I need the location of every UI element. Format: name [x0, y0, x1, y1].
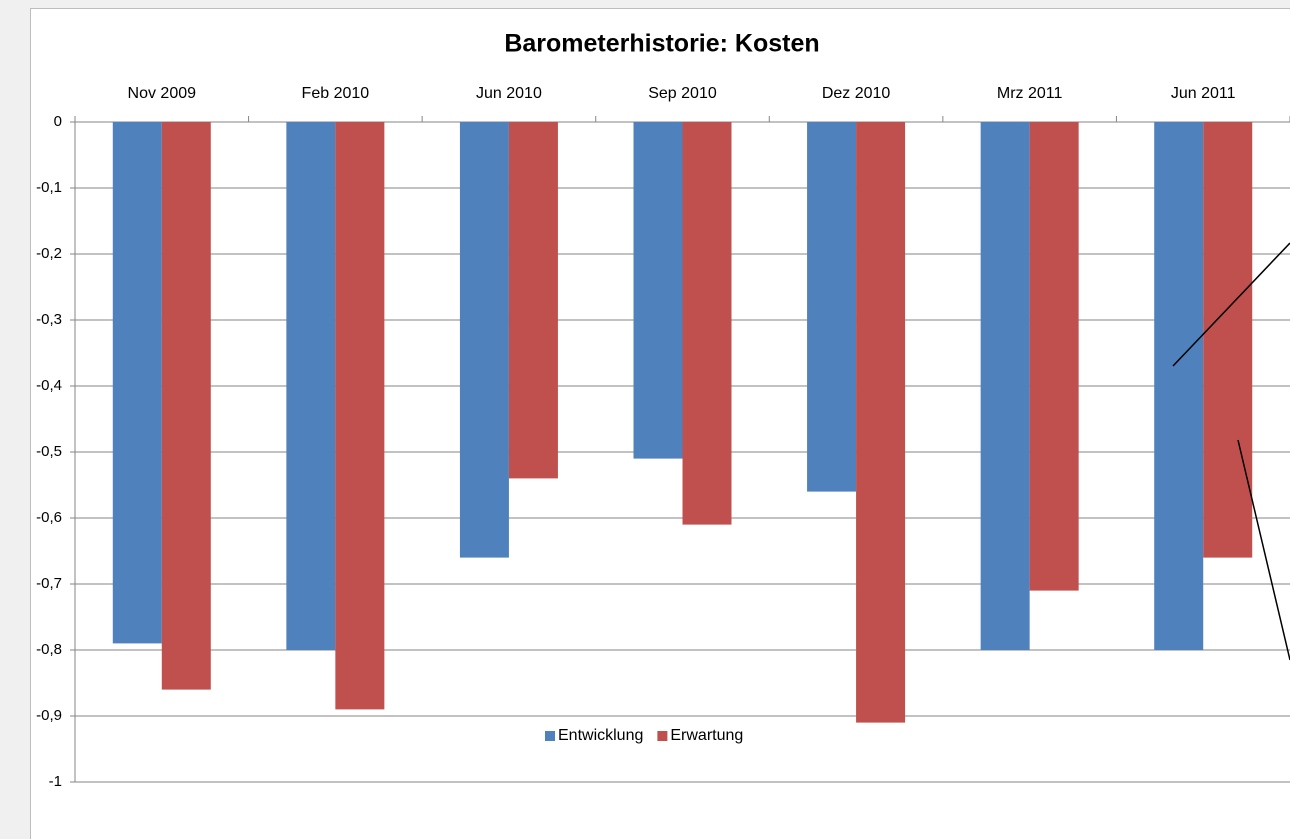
legend-swatch — [545, 731, 555, 741]
bar — [1154, 122, 1204, 650]
bar — [335, 122, 385, 710]
y-tick-label: -0,8 — [36, 641, 62, 658]
bar — [161, 122, 211, 690]
y-tick-label: 0 — [54, 113, 62, 130]
legend-label: Entwicklung — [558, 727, 643, 744]
y-tick-label: -0,2 — [36, 245, 62, 262]
y-tick-label: -0,5 — [36, 443, 62, 460]
bar — [980, 122, 1030, 650]
x-tick-label: Jun 2011 — [1171, 85, 1236, 102]
x-tick-label: Dez 2010 — [822, 85, 891, 102]
bar — [459, 122, 509, 558]
y-tick-label: -0,6 — [36, 509, 62, 526]
chart-title: Barometerhistorie: Kosten — [504, 30, 819, 58]
bar — [633, 122, 683, 459]
bar — [682, 122, 732, 525]
x-tick-label: Feb 2010 — [302, 85, 370, 102]
plot-area: 0 -0,1 -0,2 -0,3 -0,4 -0,5 -0,6 -0,7 -0,8 -0,9 -1 N… — [36, 85, 1290, 790]
y-tick-label: -0,3 — [36, 311, 62, 328]
y-tick-label: -0,1 — [36, 179, 62, 196]
bar — [856, 122, 906, 723]
annotation-line — [1172, 242, 1290, 367]
y-tick-label: -0,9 — [36, 707, 62, 724]
y-tick-label: -1 — [49, 773, 62, 790]
x-tick-label: Jun 2010 — [476, 85, 542, 102]
x-tick-label: Mrz 2011 — [997, 85, 1063, 102]
bar — [1029, 122, 1079, 591]
legend-label: Erwartung — [670, 727, 743, 744]
x-tick-label: Sep 2010 — [648, 85, 717, 102]
bar — [1203, 122, 1253, 558]
bar — [508, 122, 558, 479]
bar — [286, 122, 336, 650]
bar — [112, 122, 162, 644]
x-tick-label: Nov 2009 — [128, 85, 197, 102]
y-tick-label: -0,7 — [36, 575, 62, 592]
annotation-line — [1237, 439, 1290, 661]
bar — [807, 122, 857, 492]
y-tick-label: -0,4 — [36, 377, 62, 394]
legend-swatch — [657, 731, 668, 741]
